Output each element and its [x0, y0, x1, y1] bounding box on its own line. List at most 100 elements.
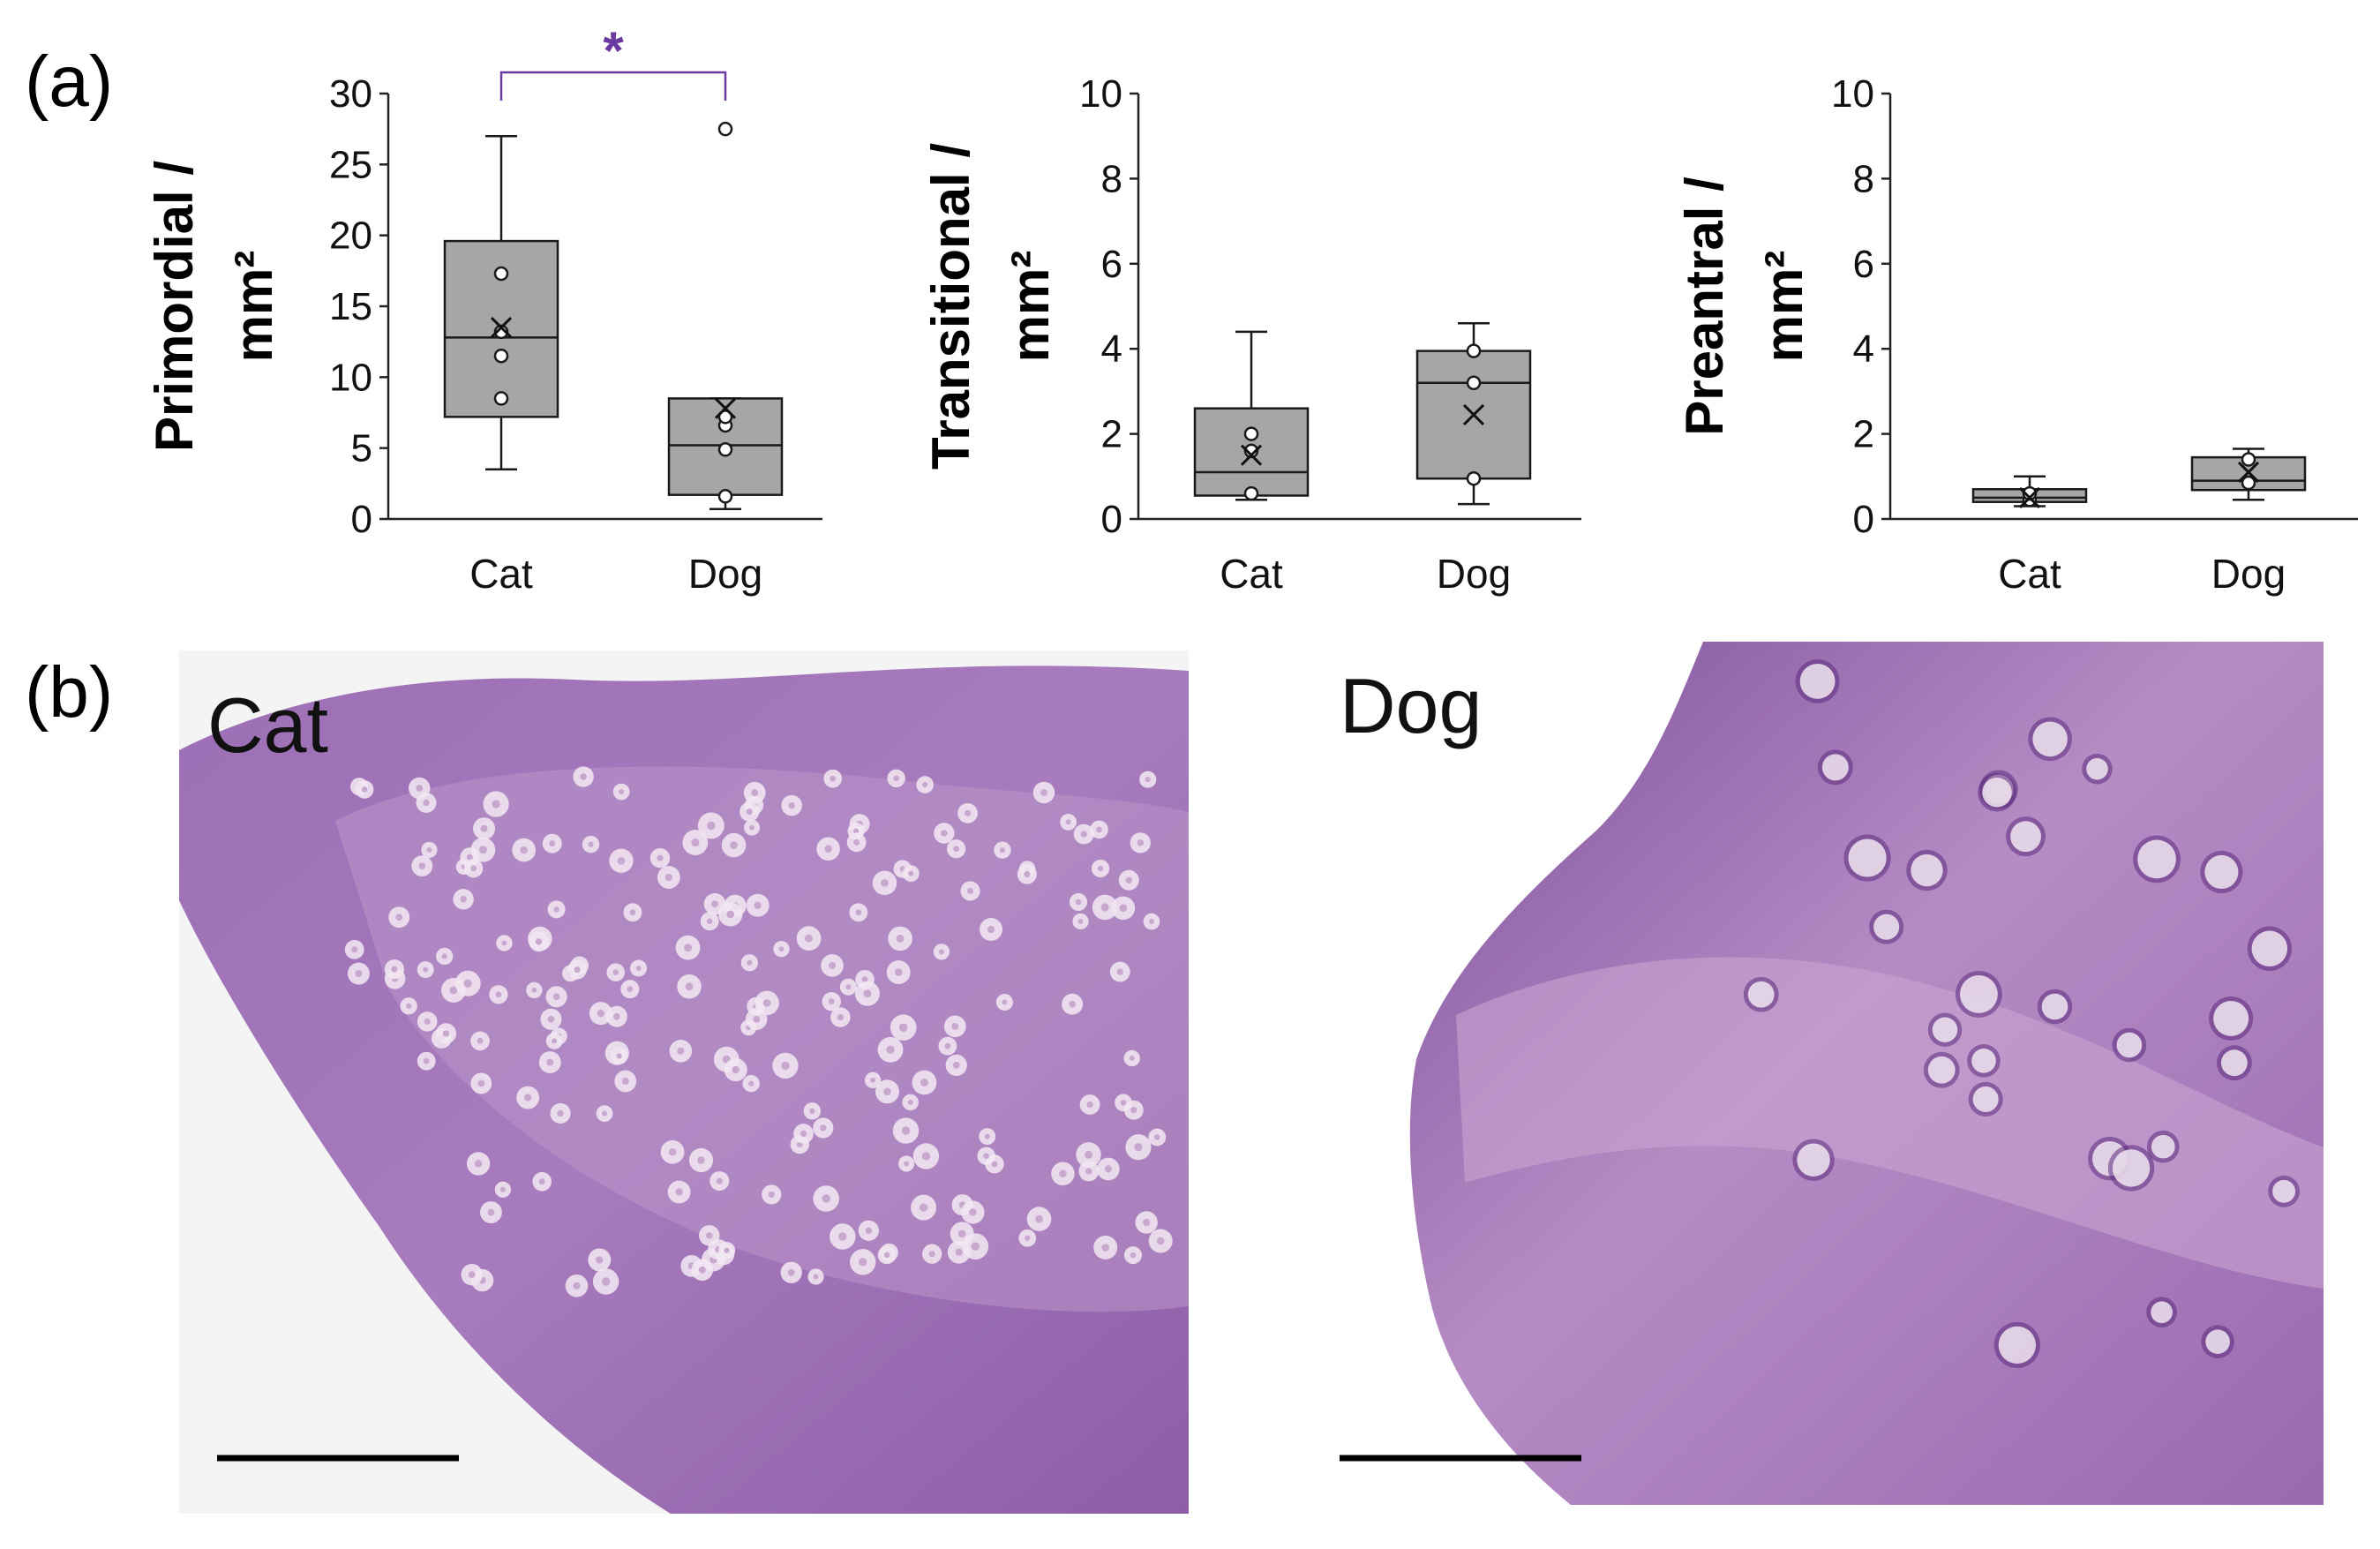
mean-marker [490, 317, 513, 339]
oocyte-nucleus [788, 801, 795, 809]
oocyte-nucleus [863, 989, 872, 998]
oocyte-nucleus [922, 781, 928, 788]
oocyte-nucleus [749, 824, 755, 831]
oocyte-nucleus [697, 1156, 705, 1164]
oocyte-nucleus [495, 991, 502, 998]
oocyte-nucleus [706, 918, 713, 925]
oocyte-nucleus [480, 824, 488, 832]
oocyte-nucleus [1154, 1134, 1160, 1140]
category-label: Cat [1998, 551, 2061, 597]
oocyte-nucleus [853, 838, 860, 846]
mean-marker-stroke [1240, 444, 1263, 466]
follicle-oocyte [1959, 975, 1998, 1013]
follicle-oocyte [1747, 981, 1775, 1008]
follicle-oocyte [2205, 1329, 2230, 1354]
follicle-oocyte [1982, 778, 2012, 808]
oocyte-nucleus [991, 1161, 998, 1168]
oocyte-nucleus [809, 1108, 815, 1114]
oocyte-nucleus [751, 789, 759, 797]
oocyte-nucleus [746, 808, 753, 816]
oocyte-nucleus [883, 1087, 891, 1096]
oocyte-nucleus [896, 935, 905, 943]
follicle-oocyte [1799, 663, 1836, 699]
oocyte-nucleus [754, 901, 762, 909]
oocyte-nucleus [952, 1062, 960, 1069]
oocyte-nucleus [830, 775, 837, 782]
oocyte-nucleus [361, 786, 368, 793]
oocyte-nucleus [627, 986, 634, 993]
oocyte-nucleus [1100, 903, 1109, 912]
oocyte-nucleus [837, 1013, 844, 1021]
oocyte-nucleus [580, 773, 587, 780]
oocyte-nucleus [612, 969, 619, 975]
panel-b-label: (b) [25, 652, 113, 733]
mean-marker-stroke [490, 317, 513, 339]
oocyte-nucleus [684, 944, 692, 952]
data-point [1466, 343, 1482, 358]
oocyte-nucleus [1130, 1107, 1137, 1114]
data-point [717, 442, 733, 457]
oocyte-nucleus [466, 853, 473, 861]
mean-marker [1240, 444, 1263, 466]
oocyte-nucleus [1084, 1150, 1093, 1159]
mean-marker-stroke [714, 397, 737, 419]
oocyte-nucleus [449, 986, 458, 995]
y-tick-label: 6 [1101, 243, 1122, 286]
follicle-oocyte [1848, 838, 1887, 877]
oocyte-nucleus [908, 870, 914, 876]
y-axis-title: Primordial / [145, 161, 204, 452]
y-tick-label: 30 [329, 72, 372, 116]
category-label: Dog [688, 551, 762, 597]
oocyte-nucleus [492, 800, 500, 808]
y-tick-label: 6 [1853, 243, 1874, 286]
oocyte-nucleus [1125, 876, 1132, 884]
oocyte-nucleus [463, 979, 472, 988]
oocyte-nucleus [813, 1274, 819, 1280]
follicle-oocyte [2116, 1032, 2143, 1058]
oocyte-nucleus [824, 845, 832, 853]
y-tick-label: 2 [1101, 413, 1122, 456]
oocyte-nucleus [964, 809, 972, 816]
dog-micrograph: Dog [1340, 642, 2324, 1505]
y-tick-label: 0 [1853, 498, 1874, 541]
oocyte-nucleus [1075, 899, 1082, 906]
oocyte-nucleus [957, 1229, 966, 1238]
data-point [493, 324, 509, 340]
oocyte-nucleus [1116, 968, 1123, 975]
oocyte-nucleus [619, 789, 625, 795]
oocyte-nucleus [1145, 777, 1151, 783]
category-label: Dog [1437, 551, 1511, 597]
category-label: Cat [1220, 551, 1283, 597]
oocyte-nucleus [602, 1110, 608, 1117]
oocyte-nucleus [886, 1045, 895, 1054]
y-tick-label: 15 [329, 285, 372, 328]
oocyte-nucleus [865, 1227, 873, 1235]
data-point [2241, 452, 2256, 467]
oocyte-nucleus [426, 847, 432, 853]
oocyte-nucleus [1130, 1252, 1137, 1259]
follicle-oocyte [1932, 1017, 1958, 1042]
oocyte-nucleus [487, 1208, 495, 1216]
oocyte-nucleus [966, 887, 974, 895]
oocyte-nucleus [538, 1178, 545, 1185]
follicle-oocyte [1972, 1086, 1999, 1113]
oocyte-nucleus [1002, 999, 1008, 1005]
y-tick-label: 0 [351, 498, 372, 541]
oocyte-nucleus [477, 1037, 484, 1044]
oocyte-nucleus [424, 1018, 431, 1025]
panel-a-label: (a) [25, 41, 113, 122]
y-axis-title-unit: mm² [1001, 251, 1060, 363]
oocyte-nucleus [921, 1152, 931, 1161]
oocyte-nucleus [724, 1247, 730, 1253]
oocyte-nucleus [822, 1194, 830, 1203]
oocyte-nucleus [707, 821, 716, 831]
significance-star: * [603, 21, 624, 80]
oocyte-nucleus [953, 846, 959, 853]
oocyte-nucleus [546, 1058, 554, 1066]
data-point [1466, 470, 1482, 486]
oocyte-nucleus [597, 1009, 605, 1018]
follicle-oocyte [2204, 854, 2239, 890]
oocyte-nucleus [552, 993, 560, 1001]
oocyte-nucleus [898, 1023, 908, 1032]
